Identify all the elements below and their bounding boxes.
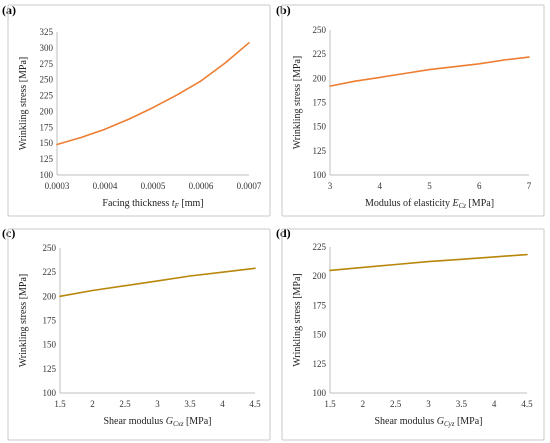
panel-c-letter: (c) [2, 226, 15, 240]
panel-d-ytick-0: 100 [313, 388, 327, 398]
panel-a-xtick-2: 0.0005 [141, 181, 166, 191]
panel-d-xtick-1: 2 [361, 399, 366, 409]
panel-d-xtick-2: 2.5 [390, 399, 402, 409]
panel-a-x-axis-title: Facing thickness tF [mm] [102, 198, 203, 210]
panel-a-y-axis-title: Wrinkling stress [MPa] [18, 57, 29, 150]
panel-b-letter: (b) [276, 3, 291, 17]
panel-d-xtick-4: 3.5 [456, 399, 468, 409]
panel-c-y-axis-title: Wrinkling stress [MPa] [18, 274, 29, 367]
panel-a-ytick-5: 225 [40, 91, 54, 101]
panel-b-series-line-0 [329, 56, 530, 87]
panel-b-ytick-3: 175 [313, 98, 327, 108]
panel-a-frame [7, 4, 271, 217]
panel-d-xtick-0: 1.5 [324, 399, 336, 409]
panel-c-xtick-0: 1.5 [54, 399, 66, 409]
panel-a-ytick-2: 150 [40, 138, 54, 148]
panel-d-xtick-5: 4 [492, 399, 497, 409]
panel-c-ytick-4: 200 [43, 291, 57, 301]
panel-d-ytick-5: 225 [313, 242, 327, 252]
panel-d-ytick-4: 200 [313, 271, 327, 281]
panel-a-xtick-0: 0.0003 [45, 181, 70, 191]
panel-a-series-line-0 [56, 41, 250, 146]
panel-c-ytick-1: 125 [43, 364, 57, 374]
panel-c-ytick-0: 100 [43, 388, 57, 398]
panel-d-ytick-3: 175 [313, 300, 327, 310]
panel-a-ytick-7: 275 [40, 59, 54, 69]
panel-c-x-axis-title: Shear modulus GCxz [MPa] [103, 416, 211, 428]
panel-d-letter: (d) [276, 226, 291, 240]
panel-d-xtick-6: 4.5 [521, 399, 533, 409]
panel-b-ytick-1: 125 [313, 146, 327, 156]
panel-a-xtick-4: 0.0007 [237, 181, 262, 191]
panel-b-ytick-5: 225 [313, 49, 327, 59]
panel-a-ytick-4: 200 [40, 106, 54, 116]
panel-a-xtick-3: 0.0006 [189, 181, 214, 191]
panel-a-ytick-6: 250 [40, 75, 54, 85]
panel-d-x-axis-title: Shear modulus GCyz [MPa] [374, 416, 482, 428]
panel-b-xtick-4: 7 [527, 181, 532, 191]
panel-c-xtick-5: 4 [220, 399, 225, 409]
panel-b-xtick-1: 4 [378, 181, 383, 191]
panel-c-xtick-6: 4.5 [249, 399, 261, 409]
panel-c-ytick-5: 225 [43, 267, 57, 277]
panel-b-frame [281, 4, 545, 217]
panel-c-xtick-4: 3.5 [184, 399, 196, 409]
panel-d-xtick-3: 3 [426, 399, 431, 409]
panel-b-x-axis-title: Modulus of elasticity ECz [MPa] [365, 198, 494, 210]
panel-a-ytick-0: 100 [40, 170, 54, 180]
panel-c-ytick-3: 175 [43, 316, 57, 326]
panel-c-xtick-3: 3 [155, 399, 160, 409]
panel-b-y-axis-title: Wrinkling stress [MPa] [292, 56, 303, 149]
panel-d-ytick-2: 150 [313, 330, 327, 340]
panel-d-frame [281, 228, 545, 441]
panel-b-xtick-3: 6 [477, 181, 482, 191]
panel-c-ytick-6: 250 [43, 243, 57, 253]
panel-c-xtick-1: 2 [90, 399, 95, 409]
panel-b-xtick-0: 3 [328, 181, 333, 191]
panel-a-letter: (a) [2, 3, 16, 17]
panel-d-ytick-1: 125 [313, 359, 327, 369]
panel-b-ytick-2: 150 [313, 122, 327, 132]
panel-c-frame [7, 228, 271, 441]
panel-a-ytick-8: 300 [40, 43, 54, 53]
panel-b-ytick-4: 200 [313, 73, 327, 83]
panel-c-series-line-0 [59, 267, 256, 298]
panel-a-xtick-1: 0.0004 [93, 181, 118, 191]
panel-b-xtick-2: 5 [427, 181, 432, 191]
panel-b-ytick-6: 250 [313, 25, 327, 35]
panel-a-ytick-3: 175 [40, 122, 54, 132]
panel-c-ytick-2: 150 [43, 340, 57, 350]
panel-d-y-axis-title: Wrinkling stress [MPa] [292, 273, 303, 366]
panel-a-ytick-9: 325 [40, 27, 54, 37]
panel-d-series-line-0 [329, 253, 528, 272]
panel-c-xtick-2: 2.5 [119, 399, 131, 409]
panel-a-ytick-1: 125 [40, 154, 54, 164]
panel-b-ytick-0: 100 [313, 170, 327, 180]
